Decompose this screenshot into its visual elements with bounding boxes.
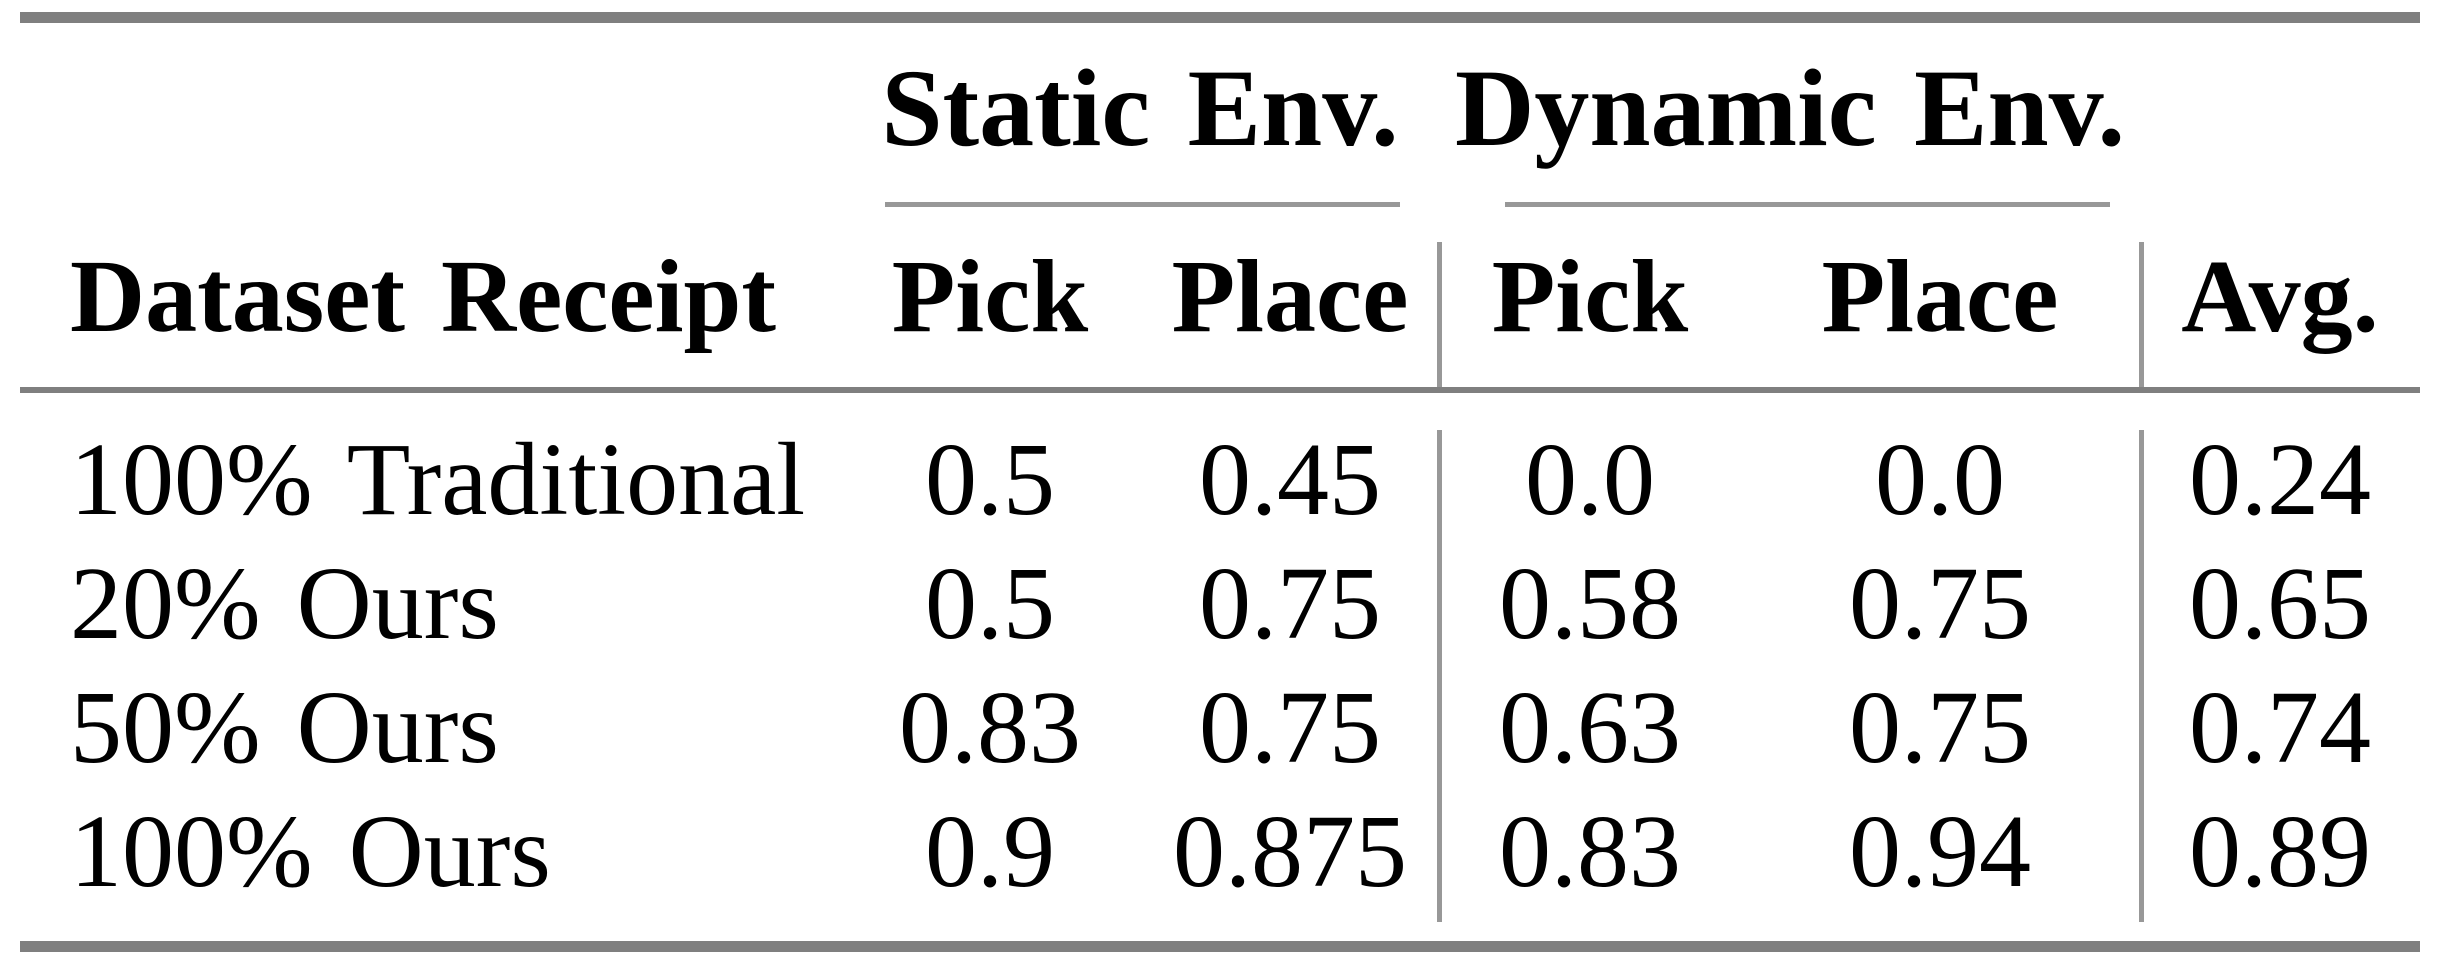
vertical-separator-static-dynamic-body — [1437, 430, 1442, 922]
cell-static-pick: 0.83 — [899, 670, 1081, 785]
row-label: 100% Traditional — [70, 422, 806, 537]
cell-dynamic-place: 0.75 — [1849, 546, 2031, 661]
table-body: 100% Traditional 0.5 0.45 0.0 0.0 0.24 2… — [20, 393, 2420, 914]
group-header-static-env: Static Env. — [881, 47, 1399, 169]
col-header-avg: Avg. — [2181, 239, 2379, 354]
results-table: Static Env. Dynamic Env. Dataset Receipt… — [20, 12, 2420, 952]
cell-static-place: 0.75 — [1199, 670, 1381, 785]
cell-static-pick: 0.5 — [925, 546, 1055, 661]
dynamic-env-cmidrule — [1505, 202, 2110, 207]
cell-dynamic-pick: 0.63 — [1499, 670, 1681, 785]
cell-static-place: 0.875 — [1173, 794, 1407, 909]
cell-dynamic-place: 0.75 — [1849, 670, 2031, 785]
col-header-dynamic-pick: Pick — [1491, 239, 1689, 354]
cell-avg: 0.24 — [2189, 422, 2371, 537]
row-label: 50% Ours — [70, 670, 499, 785]
cell-dynamic-place: 0.0 — [1875, 422, 2005, 537]
cell-static-pick: 0.9 — [925, 794, 1055, 909]
table-header: Static Env. Dynamic Env. Dataset Receipt… — [20, 23, 2420, 387]
group-header-spacer-right — [2140, 23, 2420, 207]
col-header-static-pick: Pick — [891, 239, 1089, 354]
cell-dynamic-pick: 0.58 — [1499, 546, 1681, 661]
cell-static-place: 0.75 — [1199, 546, 1381, 661]
vertical-separator-dynamic-avg-header — [2139, 242, 2144, 387]
group-header-dynamic-env: Dynamic Env. — [1454, 47, 2126, 169]
cell-avg: 0.89 — [2189, 794, 2371, 909]
col-header-dynamic-place: Place — [1821, 239, 2059, 354]
row-label: 20% Ours — [70, 546, 499, 661]
cell-dynamic-pick: 0.0 — [1525, 422, 1655, 537]
cell-dynamic-place: 0.94 — [1849, 794, 2031, 909]
top-rule — [20, 12, 2420, 23]
cell-avg: 0.74 — [2189, 670, 2371, 785]
vertical-separator-dynamic-avg-body — [2139, 430, 2144, 922]
group-header-spacer-left — [20, 23, 840, 207]
col-header-dataset-receipt: Dataset Receipt — [70, 239, 776, 354]
cell-static-pick: 0.5 — [925, 422, 1055, 537]
static-env-cmidrule — [885, 202, 1400, 207]
cell-avg: 0.65 — [2189, 546, 2371, 661]
cell-static-place: 0.45 — [1199, 422, 1381, 537]
col-header-static-place: Place — [1171, 239, 1409, 354]
header-rule — [20, 387, 2420, 393]
bottom-rule — [20, 941, 2420, 952]
vertical-separator-static-dynamic-header — [1437, 242, 1442, 387]
row-label: 100% Ours — [70, 794, 551, 909]
cell-dynamic-pick: 0.83 — [1499, 794, 1681, 909]
